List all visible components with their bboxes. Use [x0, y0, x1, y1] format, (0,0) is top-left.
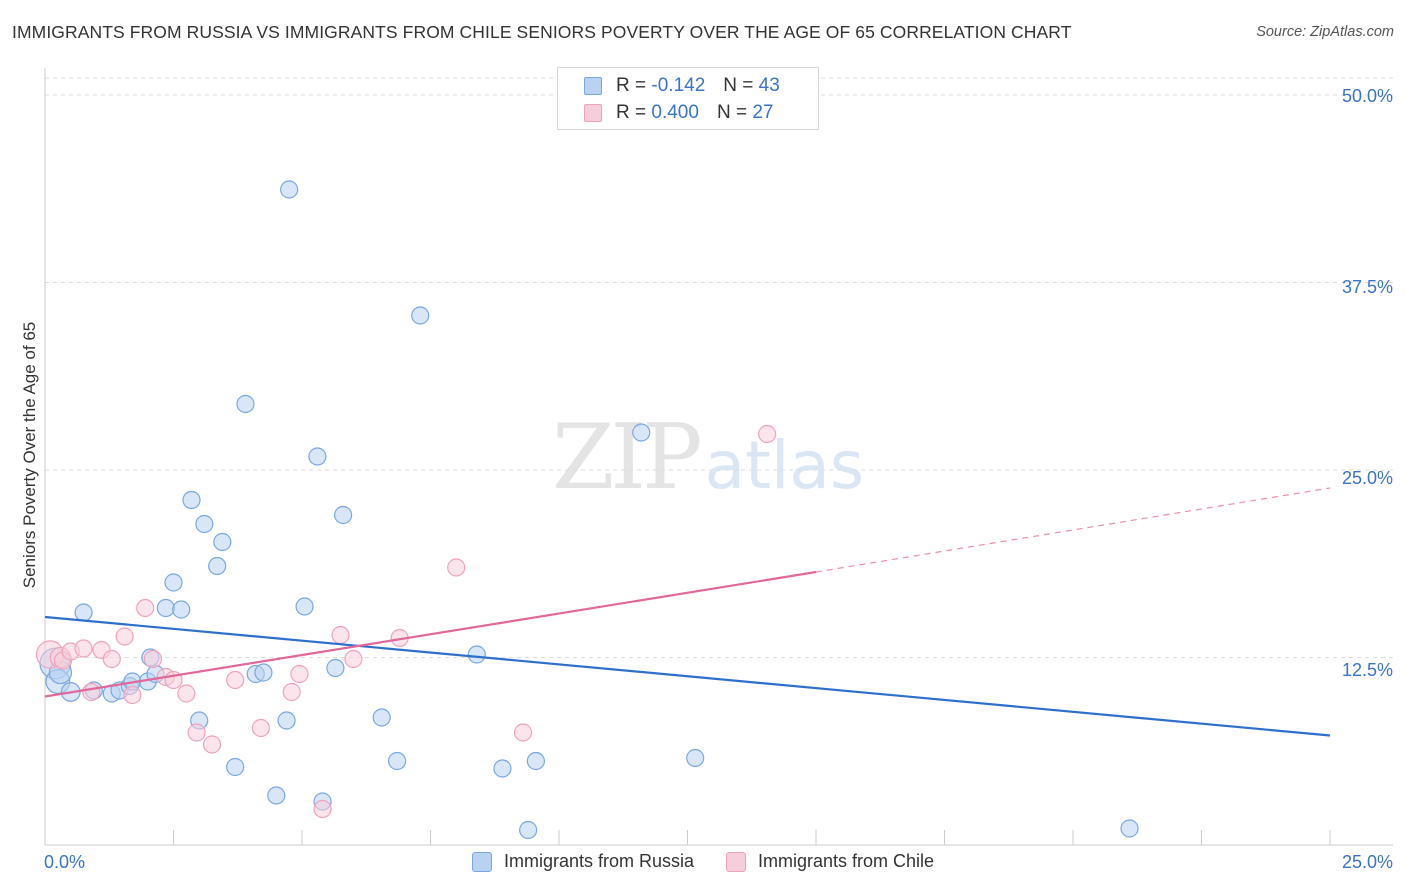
chile-point-10 [136, 598, 155, 618]
legend-row-chile: R = 0.400 N = 27 [584, 100, 773, 126]
chile-r-value: 0.400 [651, 102, 699, 123]
russia-swatch [584, 77, 602, 95]
russia-point-38 [519, 820, 538, 840]
russia-r-label: R = [616, 75, 647, 96]
chile-r-label: R = [616, 102, 647, 123]
chile-point-17 [226, 670, 245, 690]
russia-point-40 [632, 423, 651, 442]
russia-point-18 [195, 514, 214, 534]
russia-n-label: N = [723, 75, 754, 96]
russia-point-32 [334, 505, 353, 525]
legend-item-chile[interactable]: Immigrants from Chile [726, 851, 934, 872]
y-tick-label-50: 50.0% [1341, 86, 1393, 106]
source-label: Source: ZipAtlas.com [1256, 24, 1394, 40]
chile-point-18 [251, 718, 270, 738]
x-tick-label-min: 0.0% [44, 852, 86, 872]
chile-point-9 [123, 685, 142, 705]
legend-row-russia: R = -0.142 N = 43 [584, 73, 780, 99]
russia-r-value: -0.142 [651, 75, 706, 96]
chile-point-11 [143, 649, 163, 669]
russia-point-14 [164, 573, 183, 592]
y-tick-label-25: 25.0% [1341, 468, 1393, 488]
russia-point-20 [213, 532, 232, 552]
russia-point-42 [1120, 819, 1139, 838]
russia-point-34 [387, 751, 407, 771]
russia-point-28 [295, 597, 314, 616]
russia-point-27 [280, 180, 299, 199]
chile-point-20 [290, 664, 309, 684]
chile-point-21 [313, 799, 332, 819]
chile-trendline [44, 570, 817, 698]
russia-point-31 [326, 658, 345, 678]
russia-point-41 [686, 748, 705, 768]
russia-trendline [44, 615, 1331, 737]
russia-point-22 [236, 394, 255, 414]
chile-trendline-extension [815, 487, 1331, 573]
legend-item-russia[interactable]: Immigrants from Russia [471, 851, 694, 872]
chile-point-4 [74, 639, 93, 658]
russia-point-36 [467, 645, 486, 664]
chile-point-25 [447, 558, 466, 577]
russia-point-21 [226, 757, 245, 777]
russia-point-13 [156, 598, 175, 618]
russia-point-4 [74, 603, 93, 622]
chile-point-19 [282, 682, 301, 702]
russia-point-16 [182, 490, 201, 510]
russia-n-value: 43 [758, 75, 780, 96]
russia-point-19 [208, 556, 227, 576]
chile-point-22 [331, 625, 350, 645]
russia-point-37 [493, 759, 512, 778]
chile-swatch [584, 104, 602, 122]
y-tick-label-37-5: 37.5% [1341, 277, 1393, 297]
y-tick-label-12-5: 12.5% [1341, 660, 1393, 680]
chile-point-8 [115, 627, 134, 646]
chile-point-14 [177, 684, 196, 703]
chart-title: IMMIGRANTS FROM RUSSIA VS IMMIGRANTS FRO… [12, 22, 1072, 42]
russia-point-26 [277, 711, 296, 730]
russia-point-33 [372, 708, 391, 727]
russia-point-15 [172, 600, 191, 619]
russia-point-29 [308, 447, 327, 466]
chile-n-value: 27 [752, 102, 774, 123]
legend-chile-label: Immigrants from Chile [758, 851, 935, 871]
chile-point-7 [102, 649, 121, 669]
series-legend: Immigrants from Russia Immigrants from C… [0, 851, 1406, 872]
russia-point-35 [411, 306, 430, 325]
russia-point-25 [267, 786, 286, 805]
chile-point-23 [344, 649, 363, 669]
chile-point-26 [513, 723, 533, 742]
chile-point-16 [202, 735, 222, 754]
chile-point-15 [187, 723, 206, 742]
chile-point-5 [82, 682, 101, 702]
legend-chile-swatch [726, 851, 746, 872]
x-tick-label-max: 25.0% [1341, 852, 1393, 872]
chile-point-27 [758, 424, 777, 444]
chile-n-label: N = [716, 102, 748, 123]
legend-russia-label: Immigrants from Russia [503, 851, 694, 871]
russia-point-39 [526, 751, 545, 771]
russia-point-24 [254, 663, 273, 682]
legend-russia-swatch [471, 851, 492, 872]
correlation-legend: R = -0.142 N = 43 R = 0.400 N = 27 [557, 67, 819, 130]
